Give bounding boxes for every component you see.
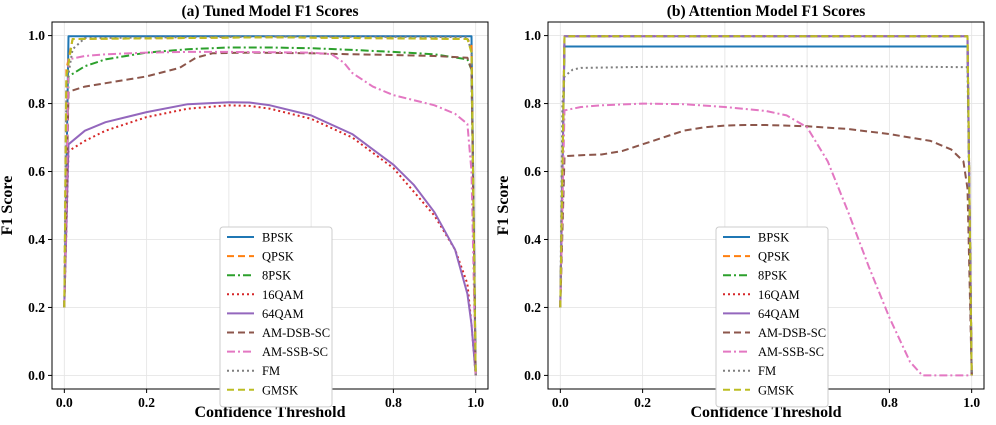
legend-label: 16QAM (262, 288, 304, 302)
x-tick-label: 0.8 (881, 395, 898, 410)
series-line-am-dsb-sc (559, 124, 973, 376)
series-line-am-dsb-sc (63, 51, 477, 376)
legend-box (715, 226, 829, 408)
panel-title: (a) Tuned Model F1 Scores (181, 3, 358, 20)
x-tick-label: 0.0 (552, 395, 569, 410)
legend-label: BPSK (758, 231, 789, 245)
series-line-gmsk (63, 36, 477, 376)
legend-label: BPSK (262, 231, 293, 245)
legend-label: AM-SSB-SC (262, 345, 328, 359)
legend-label: 8PSK (758, 269, 787, 283)
legend: BPSK QPSK 8PSK 16QAM 64QAM AM-DSB-SC AM-SSB-SC… (715, 226, 829, 408)
y-axis-label: F1 Score (495, 176, 512, 236)
legend-label: 64QAM (262, 307, 304, 321)
y-tick-label: 0.8 (524, 96, 541, 111)
series-line-gmsk (559, 35, 973, 376)
x-tick-label: 1.0 (963, 395, 980, 410)
y-tick-label: 0.2 (28, 300, 45, 315)
legend-label: 16QAM (758, 288, 800, 302)
y-tick-label: 0.0 (28, 368, 45, 383)
y-tick-label: 1.0 (28, 28, 45, 43)
x-axis-label: Confidence Threshold (195, 404, 346, 421)
x-tick-label: 0.8 (385, 395, 402, 410)
x-tick-label: 1.0 (467, 395, 484, 410)
legend-label: AM-SSB-SC (758, 345, 824, 359)
legend-label: 64QAM (758, 307, 800, 321)
panel-a: 0.00.20.40.60.81.00.00.20.40.60.81.0(a) … (0, 3, 489, 421)
x-tick-label: 0.0 (56, 395, 73, 410)
panel-b: 0.00.20.40.60.81.00.00.20.40.60.81.0(b) … (495, 3, 985, 421)
legend-label: FM (262, 364, 280, 378)
legend: BPSK QPSK 8PSK 16QAM 64QAM AM-DSB-SC AM-SSB-SC… (219, 226, 333, 408)
y-tick-label: 0.8 (28, 96, 45, 111)
y-tick-label: 0.4 (28, 232, 45, 247)
x-tick-label: 0.2 (138, 395, 155, 410)
series-line-am-ssb-sc (559, 102, 972, 377)
legend-label: AM-DSB-SC (758, 326, 826, 340)
x-tick-label: 0.2 (634, 395, 651, 410)
legend-box (219, 226, 333, 408)
legend-label: AM-DSB-SC (262, 326, 330, 340)
series-line-am-ssb-sc (63, 50, 477, 376)
legend-label: QPSK (262, 250, 294, 264)
x-axis-label: Confidence Threshold (691, 404, 842, 421)
legend-label: GMSK (758, 383, 794, 397)
y-tick-label: 0.4 (524, 232, 541, 247)
legend-label: 8PSK (262, 269, 291, 283)
panel-title: (b) Attention Model F1 Scores (667, 3, 866, 20)
legend-label: QPSK (758, 250, 790, 264)
series-group (63, 35, 477, 376)
y-tick-label: 0.0 (524, 368, 541, 383)
series-line-fm (559, 65, 973, 376)
legend-label: GMSK (262, 383, 298, 397)
y-axis-label: F1 Score (0, 176, 16, 236)
series-group (559, 35, 973, 377)
y-tick-label: 0.6 (524, 164, 541, 179)
legend-label: FM (758, 364, 776, 378)
y-tick-label: 1.0 (524, 28, 541, 43)
y-tick-label: 0.2 (524, 300, 541, 315)
series-line-64qam (63, 101, 477, 376)
y-tick-label: 0.6 (28, 164, 45, 179)
